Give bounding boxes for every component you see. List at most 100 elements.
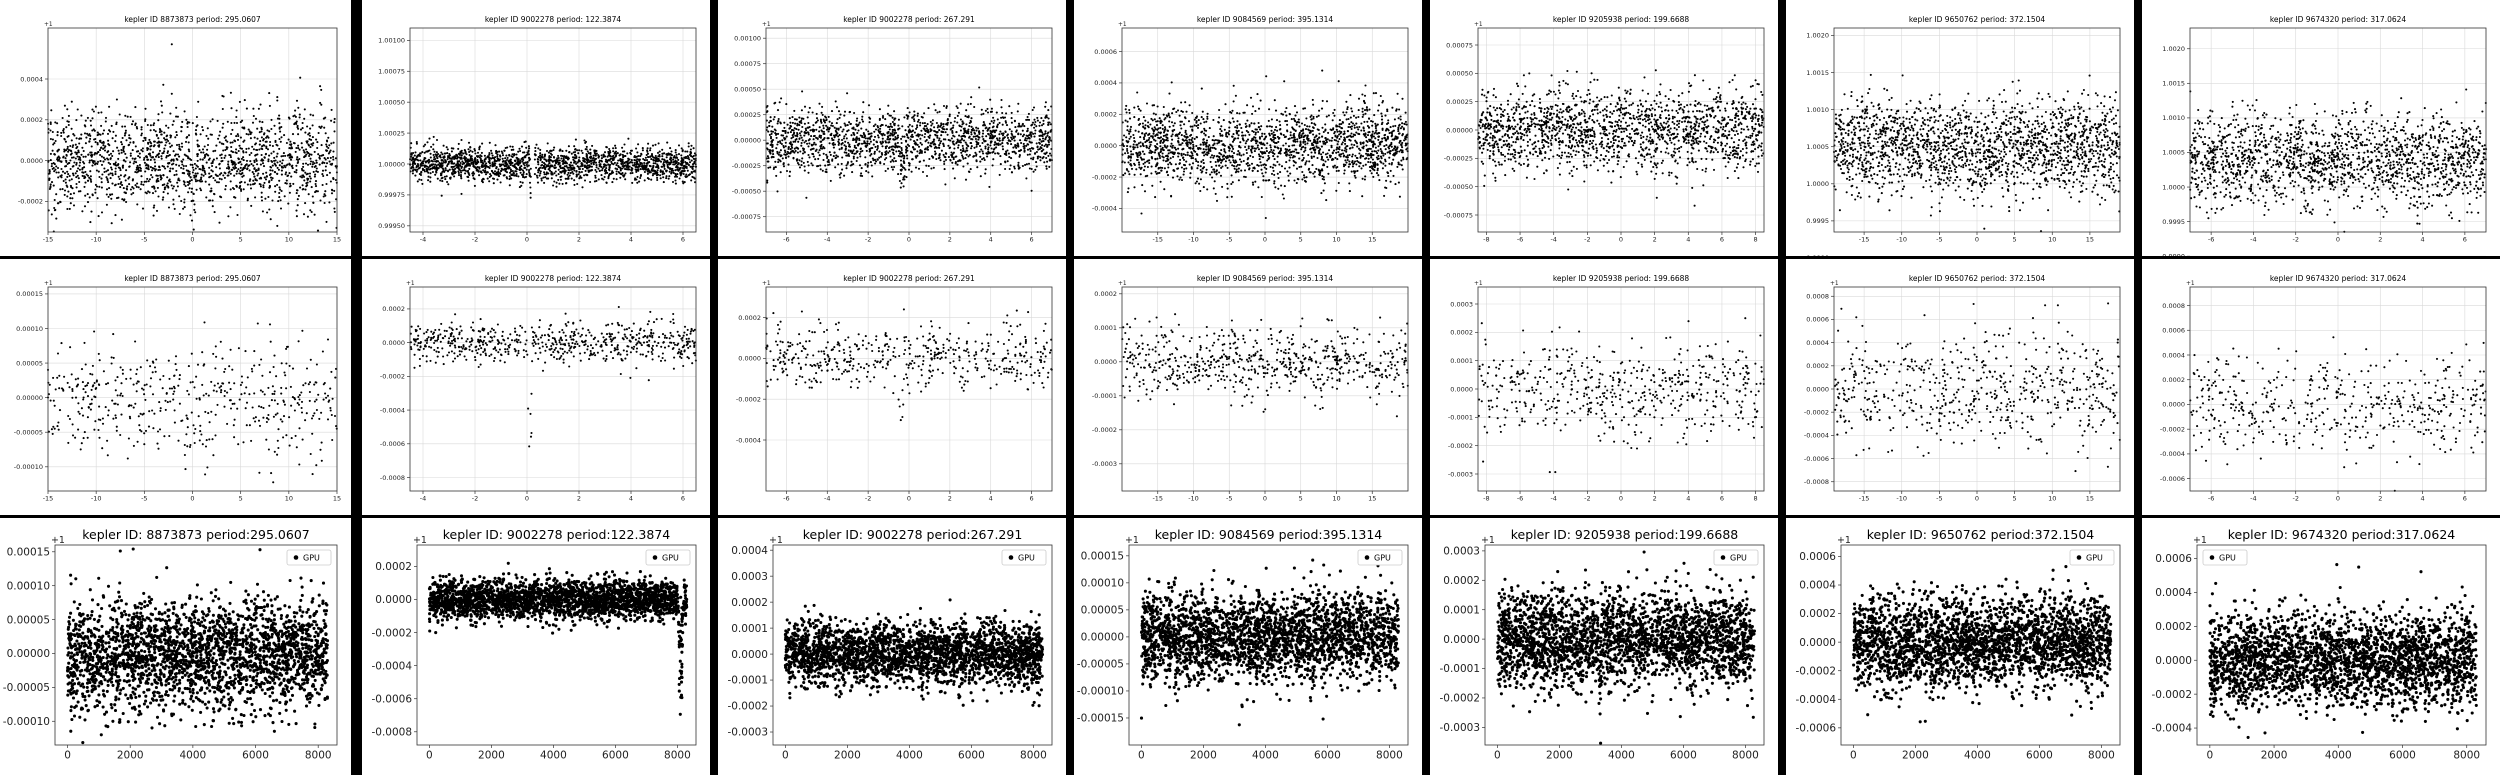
data-point (308, 153, 311, 156)
data-point (917, 145, 921, 148)
data-point (906, 107, 909, 110)
data-point (1035, 165, 1038, 168)
data-point (900, 147, 903, 150)
data-point (136, 164, 139, 167)
data-point (194, 167, 197, 170)
data-point (328, 201, 331, 204)
data-point (115, 123, 118, 126)
data-point (820, 134, 823, 137)
data-point (614, 147, 617, 150)
data-point (990, 147, 993, 150)
data-point (117, 196, 120, 199)
data-point (153, 158, 156, 161)
data-point (324, 132, 327, 135)
data-point (465, 163, 468, 166)
data-point (1009, 164, 1012, 167)
data-point (188, 157, 192, 161)
data-point (146, 147, 149, 150)
data-point (256, 127, 259, 130)
data-point (490, 152, 493, 155)
data-point (266, 211, 269, 214)
data-point (257, 168, 260, 171)
data-point (122, 159, 125, 162)
data-point (260, 126, 263, 129)
data-point (297, 147, 300, 150)
data-point (175, 189, 178, 192)
data-point (543, 171, 546, 174)
data-point (458, 153, 461, 156)
data-point (780, 134, 783, 137)
data-point (167, 206, 171, 209)
data-point (64, 178, 67, 181)
data-point (773, 115, 776, 119)
data-point (240, 189, 243, 192)
data-point (70, 139, 73, 142)
data-point (278, 164, 281, 167)
data-point (552, 148, 555, 152)
data-point (294, 115, 297, 118)
y-tick-label: 0.00000 (734, 136, 761, 144)
data-point (196, 159, 199, 162)
data-point (210, 162, 213, 165)
data-point (64, 140, 67, 143)
data-point (502, 163, 505, 166)
data-point (974, 151, 977, 154)
data-point (541, 153, 544, 156)
data-point (170, 184, 173, 187)
data-point (102, 129, 106, 132)
data-point (525, 146, 528, 149)
data-point (800, 130, 803, 133)
data-point (669, 156, 672, 159)
data-point (139, 167, 142, 170)
data-point (103, 158, 107, 161)
data-point (281, 162, 284, 165)
data-point (1008, 156, 1011, 159)
data-point (435, 160, 438, 163)
data-point (961, 150, 964, 153)
data-point (967, 132, 970, 135)
x-tick-label: 0 (907, 236, 911, 244)
data-point (614, 144, 617, 147)
data-point (320, 125, 323, 128)
data-point (975, 159, 978, 162)
data-point (426, 141, 429, 144)
scatter-chart: kepler ID 9002278 period: 267.291+1-6 -4-… (732, 15, 1053, 244)
data-point (903, 155, 906, 158)
data-point (472, 161, 475, 164)
data-point (662, 181, 665, 184)
data-point (233, 164, 237, 168)
data-point (655, 171, 658, 174)
data-point (544, 163, 547, 166)
data-point (537, 155, 540, 159)
data-point (320, 144, 323, 147)
data-point (1040, 117, 1043, 120)
data-point (423, 151, 426, 154)
data-point (987, 151, 990, 154)
data-point (633, 155, 636, 159)
data-point (124, 179, 127, 182)
data-point (302, 149, 305, 152)
data-point (193, 176, 196, 179)
data-point (293, 142, 296, 145)
data-point (519, 159, 522, 162)
data-point (533, 158, 536, 161)
data-point (224, 135, 228, 138)
data-point (981, 141, 984, 145)
data-point (180, 199, 183, 203)
data-point (566, 173, 569, 176)
data-point (206, 153, 209, 157)
data-point (843, 110, 847, 113)
data-point (331, 162, 334, 165)
data-point (931, 119, 934, 122)
data-point (1044, 137, 1047, 140)
data-point (66, 135, 69, 138)
data-point (142, 183, 145, 186)
data-point (1004, 121, 1008, 124)
data-point (769, 135, 773, 138)
data-point (591, 159, 594, 162)
data-point (1017, 161, 1020, 164)
data-point (135, 185, 138, 188)
data-point (511, 153, 514, 156)
data-point (276, 161, 279, 164)
data-point (186, 180, 189, 184)
